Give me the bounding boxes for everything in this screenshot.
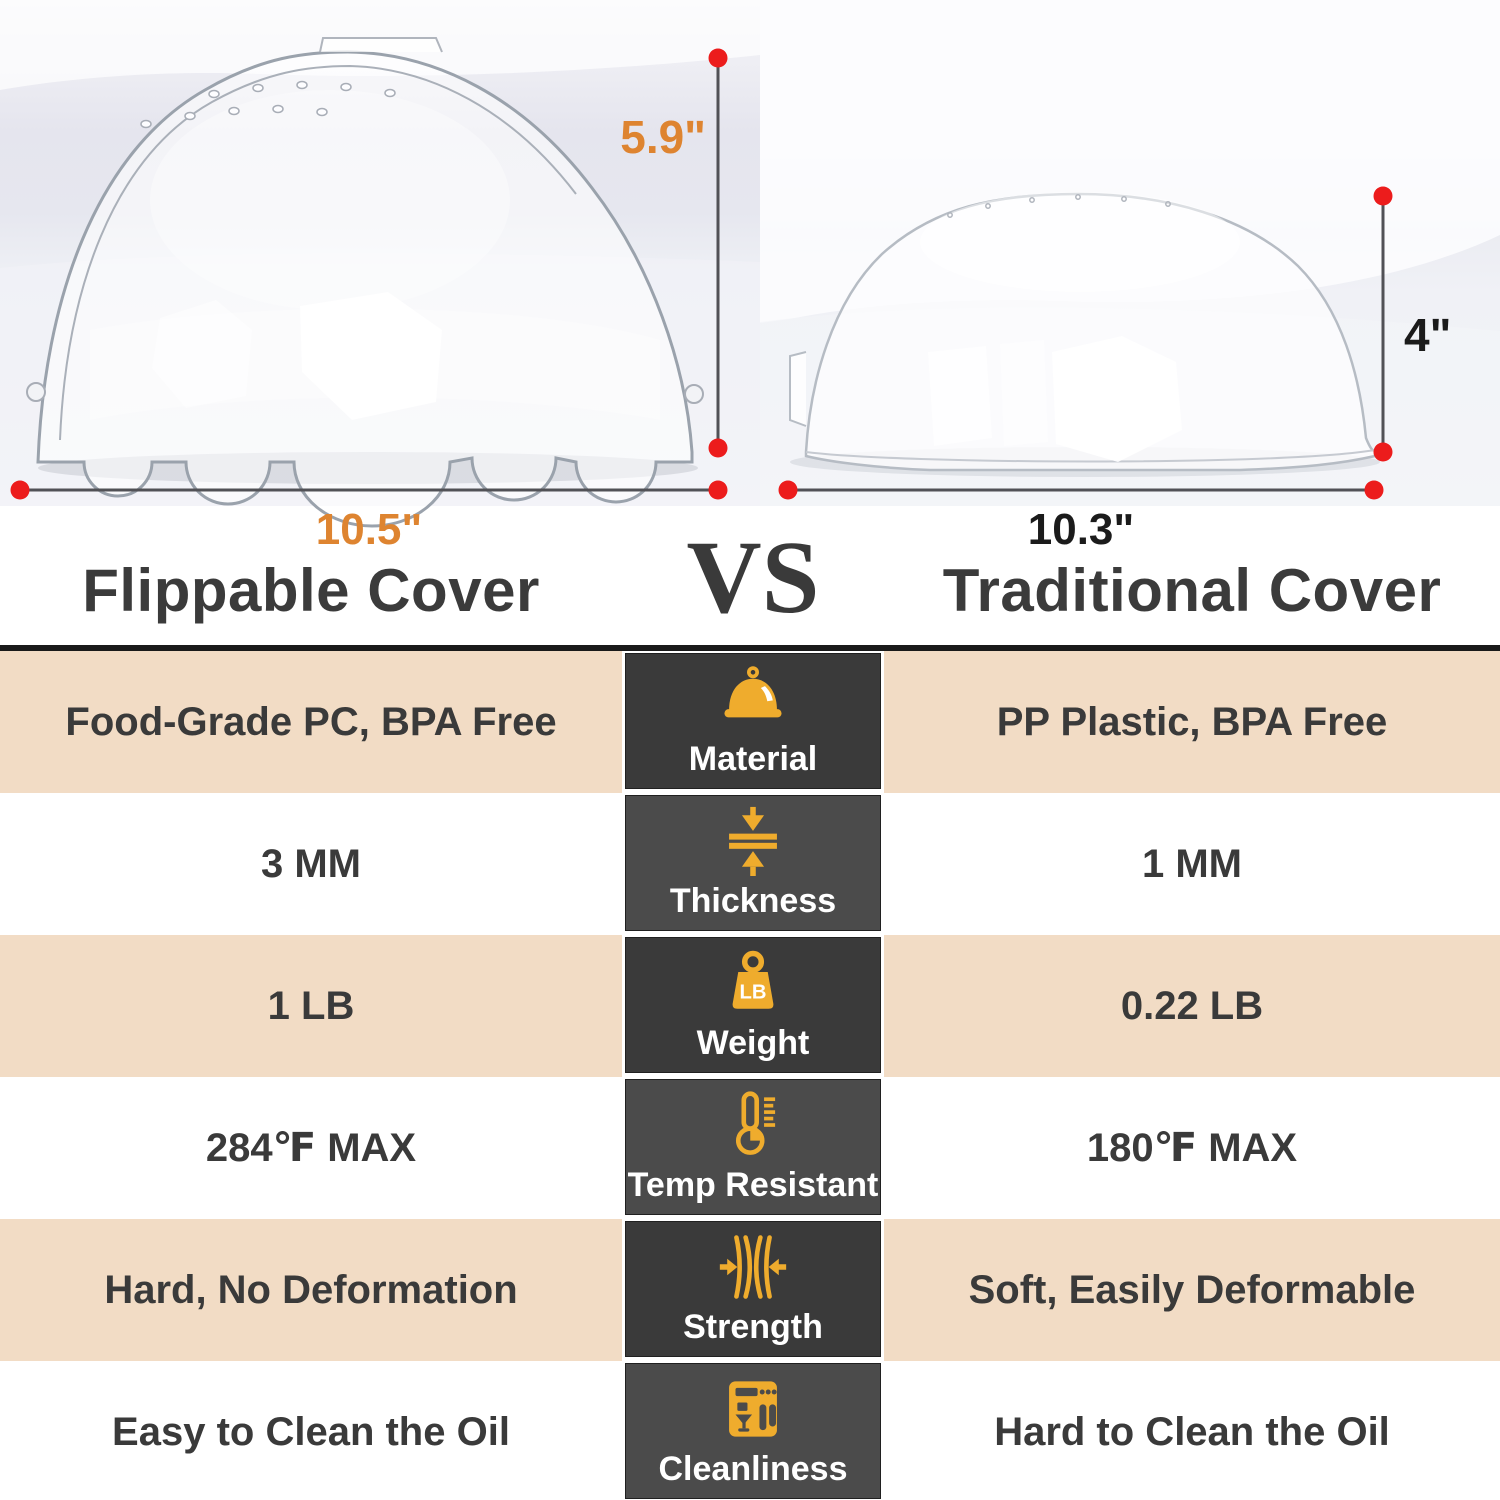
vs-label: VS: [686, 520, 820, 635]
strength-feature-cell: Strength: [622, 1219, 884, 1361]
traditional-temp-value: 180℉ MAX: [884, 1077, 1500, 1219]
cleanliness-feature-cell: Cleanliness: [622, 1361, 884, 1500]
feature-label: Thickness: [669, 882, 837, 920]
flippable-weight-value: 1 LB: [0, 935, 622, 1077]
comparison-table: Food-Grade PC, BPA Free Material PP Plas…: [0, 645, 1500, 1500]
steam-holes: [947, 194, 1171, 218]
dimension-endpoint-dots: [10, 48, 1393, 500]
feature-label: Weight: [696, 1024, 810, 1062]
table-row-temp-resistant: 284℉ MAX: [0, 1077, 1500, 1219]
cover-top-tab: [319, 37, 443, 53]
material-feature-cell: Material: [622, 651, 884, 793]
weight-icon-text: LB: [740, 982, 767, 1004]
strength-compress-icon: [716, 1222, 790, 1308]
feature-label: Cleanliness: [658, 1450, 848, 1488]
flippable-cover-image: [26, 37, 704, 528]
feature-label: Temp Resistant: [627, 1166, 879, 1204]
table-row-strength: Hard, No Deformation: [0, 1219, 1500, 1361]
flippable-cleanliness-value: Easy to Clean the Oil: [0, 1361, 622, 1500]
right-width-label: 10.3": [1027, 505, 1135, 554]
traditional-thickness-value: 1 MM: [884, 793, 1500, 935]
traditional-cleanliness-value: Hard to Clean the Oil: [884, 1361, 1500, 1500]
weight-lb-icon: LB: [717, 938, 789, 1024]
dishwasher-icon: [717, 1364, 789, 1450]
flippable-temp-value: 284℉ MAX: [0, 1077, 622, 1219]
thermometer-icon: [717, 1080, 789, 1166]
table-row-cleanliness: Easy to Clean the Oil: [0, 1361, 1500, 1500]
traditional-strength-value: Soft, Easily Deformable: [884, 1219, 1500, 1361]
temp-feature-cell: Temp Resistant: [622, 1077, 884, 1219]
table-row-material: Food-Grade PC, BPA Free Material PP Plas…: [0, 651, 1500, 793]
flippable-cover-title: Flippable Cover: [82, 557, 540, 624]
traditional-material-value: PP Plastic, BPA Free: [884, 651, 1500, 793]
left-height-label: 5.9": [620, 111, 706, 163]
thickness-feature-cell: Thickness: [622, 793, 884, 935]
dimension-lines: [20, 58, 1385, 492]
weight-feature-cell: LB Weight: [622, 935, 884, 1077]
vent-holes: [140, 80, 396, 129]
table-row-weight: 1 LB LB Weight 0.22 LB: [0, 935, 1500, 1077]
photo-overlay: [0, 0, 1500, 528]
feature-label: Strength: [683, 1308, 823, 1346]
thickness-compress-icon: [717, 796, 789, 882]
table-row-thickness: 3 MM Thickness: [0, 793, 1500, 935]
traditional-weight-value: 0.22 LB: [884, 935, 1500, 1077]
flippable-material-value: Food-Grade PC, BPA Free: [0, 651, 622, 793]
hinge-knob-right: [684, 384, 704, 404]
cloche-icon: [715, 654, 791, 740]
left-width-label: 10.5": [315, 505, 423, 554]
hinge-knob-left: [26, 382, 46, 402]
feature-label: Material: [688, 740, 818, 778]
flippable-strength-value: Hard, No Deformation: [0, 1219, 622, 1361]
right-height-label: 4": [1404, 309, 1452, 361]
traditional-cover-title: Traditional Cover: [942, 557, 1442, 624]
flippable-thickness-value: 3 MM: [0, 793, 622, 935]
cover-side-tab: [789, 351, 807, 427]
traditional-cover-image: [789, 192, 1377, 472]
